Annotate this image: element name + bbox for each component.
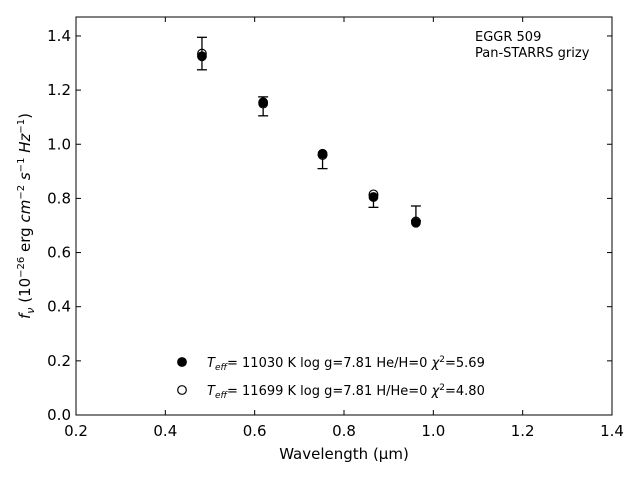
chart-marks: 0.2 0.4 0.6 0.8 1.0 1.2 1.40.00.20.40.60.81.01… [16, 16, 624, 463]
annotation-2: Pan-STARRS grizy [475, 46, 590, 61]
legend-marker-1 [177, 357, 187, 367]
open-circle-point [411, 216, 421, 227]
x-tick-label: 1.4 [600, 422, 624, 440]
y-tick-label: 0.4 [47, 298, 71, 316]
y-tick-label: 0.0 [47, 406, 71, 424]
open-circle-point [317, 150, 328, 160]
x-tick-label: 0.6 [243, 422, 267, 440]
x-tick-label: 0.2 [64, 422, 88, 440]
y-tick-label: 0.8 [47, 189, 71, 207]
y-tick-label: 1.0 [47, 135, 71, 153]
y-tick-label: 1.4 [47, 27, 71, 45]
annotation-1: EGGR 509 [475, 30, 541, 45]
filled-circle-point [368, 192, 379, 202]
legend-label-2: Teff= 11699 K log g=7.81 H/He=0 χ2=4.80 [207, 383, 485, 401]
legend-marker-2 [177, 385, 187, 395]
open-circle-point [258, 98, 269, 109]
y-tick-label: 0.2 [47, 352, 71, 370]
x-tick-label: 1.0 [421, 422, 445, 440]
x-tick-label: 0.4 [153, 422, 177, 440]
open-circle-point [197, 48, 207, 59]
open-circle-point [368, 189, 379, 200]
y-axis-label: fν (10−26 erg cm−2 s−1 Hz−1) [16, 113, 37, 319]
x-tick-label: 0.8 [332, 422, 356, 440]
legend-label-1: Teff= 11030 K log g=7.81 He/H=0 χ2=5.69 [207, 355, 485, 373]
y-tick-label: 1.2 [47, 81, 71, 99]
x-tick-label: 1.2 [511, 422, 535, 440]
y-tick-label: 0.6 [47, 244, 71, 262]
filled-circle-point [197, 51, 207, 62]
x-axis-label: Wavelength (μm) [279, 445, 409, 463]
